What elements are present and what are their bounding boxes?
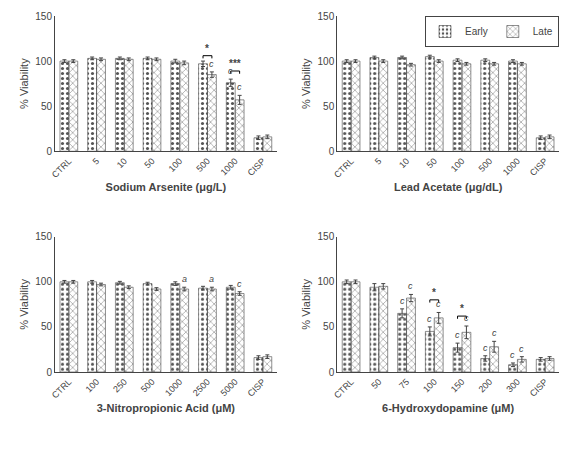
svg-text:*: * [432,287,436,298]
svg-text:***: *** [229,58,241,69]
svg-text:c: c [464,313,469,323]
svg-text:CISP: CISP [246,156,268,178]
svg-text:200: 200 [477,377,495,395]
svg-text:Lead Acetate (μg/dL): Lead Acetate (μg/dL) [394,181,503,193]
svg-text:Early: Early [465,26,488,37]
svg-text:c: c [408,281,413,291]
svg-text:0: 0 [329,146,335,157]
svg-text:c: c [455,330,460,340]
svg-text:150: 150 [318,231,335,242]
svg-text:150: 150 [449,377,467,395]
svg-text:150: 150 [35,231,52,242]
svg-text:c: c [209,59,214,69]
svg-text:100: 100 [83,377,101,395]
svg-text:Sodium Arsenite (μg/L): Sodium Arsenite (μg/L) [106,181,227,193]
svg-text:c: c [483,343,488,353]
svg-text:100: 100 [318,56,335,67]
svg-text:c: c [436,299,441,309]
svg-text:100: 100 [35,56,52,67]
svg-text:CISP: CISP [246,377,268,399]
svg-text:3-Nitropropionic Acid (μM): 3-Nitropropionic Acid (μM) [97,402,236,414]
svg-text:500: 500 [477,156,495,174]
svg-text:75: 75 [397,377,411,391]
svg-text:% Viability: % Viability [300,279,312,330]
svg-text:0: 0 [329,367,335,378]
svg-text:100: 100 [449,156,467,174]
svg-text:500: 500 [194,156,212,174]
svg-text:150: 150 [35,11,52,22]
svg-text:500: 500 [139,377,157,395]
svg-text:50: 50 [323,101,335,112]
svg-text:50: 50 [41,101,53,112]
svg-text:5: 5 [91,156,102,167]
svg-text:*: * [460,303,464,314]
svg-text:50: 50 [425,156,439,170]
svg-text:CTRL: CTRL [332,377,356,401]
svg-text:2500: 2500 [191,377,212,398]
svg-text:a: a [182,274,187,284]
svg-text:1000: 1000 [219,156,240,177]
svg-text:*: * [205,43,209,54]
svg-text:1000: 1000 [501,156,522,177]
svg-text:50: 50 [142,156,156,170]
svg-text:c: c [237,82,242,92]
svg-text:CTRL: CTRL [50,377,74,401]
svg-text:100: 100 [421,377,439,395]
svg-text:CTRL: CTRL [50,156,74,180]
svg-text:c: c [519,344,524,354]
svg-text:10: 10 [115,156,129,170]
svg-text:c: c [492,328,497,338]
svg-text:a: a [209,274,214,284]
svg-text:50: 50 [41,321,53,332]
svg-text:50: 50 [323,321,335,332]
svg-text:c: c [400,296,405,306]
svg-text:c: c [228,66,233,76]
svg-text:Late: Late [533,26,553,37]
svg-text:5: 5 [373,156,384,167]
svg-text:100: 100 [318,276,335,287]
svg-text:100: 100 [167,156,185,174]
svg-text:6-Hydroxydopamine (μM): 6-Hydroxydopamine (μM) [382,402,514,414]
svg-text:c: c [427,314,432,324]
svg-text:10: 10 [397,156,411,170]
svg-text:CTRL: CTRL [332,156,356,180]
svg-text:1000: 1000 [163,377,184,398]
svg-text:c: c [510,350,515,360]
svg-text:0: 0 [46,367,52,378]
svg-text:100: 100 [35,276,52,287]
svg-text:0: 0 [46,146,52,157]
svg-text:CISP: CISP [528,156,550,178]
svg-text:150: 150 [318,11,335,22]
svg-text:% Viability: % Viability [18,279,30,330]
svg-text:300: 300 [504,377,522,395]
svg-text:50: 50 [369,377,383,391]
svg-text:c: c [237,279,242,289]
svg-text:% Viability: % Viability [18,58,30,109]
svg-text:% Viability: % Viability [300,58,312,109]
svg-text:CISP: CISP [528,377,550,399]
svg-text:250: 250 [111,377,129,395]
svg-text:5000: 5000 [219,377,240,398]
